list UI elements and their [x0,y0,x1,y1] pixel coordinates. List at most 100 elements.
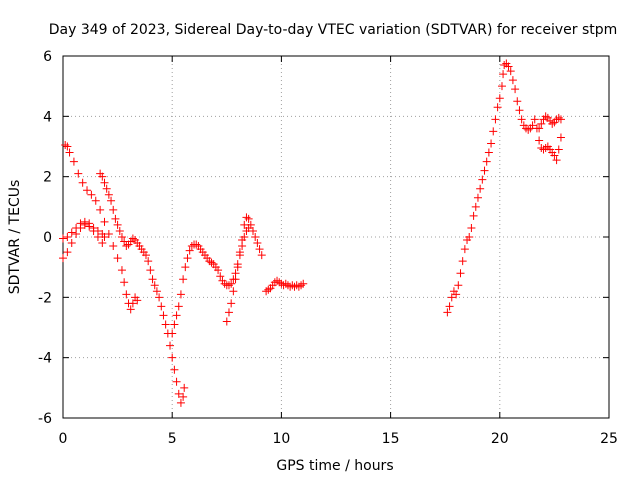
data-point [240,233,249,241]
data-point [176,398,185,407]
data-point [443,308,452,317]
y-tick-label: -2 [38,290,52,306]
data-point [491,115,500,124]
data-point [179,275,188,284]
x-tick-label: 0 [59,431,68,447]
data-point [113,220,122,229]
data-point [148,275,157,284]
data-point [264,285,273,294]
data-point [242,213,251,222]
data-point [80,217,89,226]
data-point [554,113,563,122]
data-point [224,281,233,290]
data-point [122,242,131,251]
y-tick-label: -6 [38,411,52,427]
data-point [297,281,306,290]
data-point [78,178,87,187]
data-point [98,239,107,248]
data-point [530,115,539,124]
data-point [65,148,74,157]
data-point [170,320,179,329]
chart-title: Day 349 of 2023, Sidereal Day-to-day VTE… [49,22,618,38]
data-point [63,248,72,257]
data-point [227,279,236,288]
grid [63,56,609,418]
data-point [465,233,474,241]
data-point [487,139,496,148]
data-point [227,299,236,308]
data-point [146,266,155,275]
data-point [102,184,111,193]
data-point [244,214,253,223]
data-point [471,202,480,211]
y-tick-label: 0 [43,230,52,246]
data-point [161,320,170,329]
data-point [141,251,150,260]
data-point [552,156,561,165]
data-point [179,392,188,401]
data-point [176,290,185,299]
data-point [238,242,247,251]
data-point [172,377,181,386]
data-point [117,266,126,275]
data-point [251,233,260,241]
data-point [192,240,201,249]
data-point [172,311,181,320]
data-point [61,140,70,149]
data-point [535,124,544,133]
data-point [107,196,116,205]
data-point [128,299,137,308]
data-point [513,97,522,106]
data-point [183,254,192,263]
data-point [152,287,161,296]
data-point [556,115,565,124]
data-point [170,365,179,374]
data-point [550,151,559,160]
data-point [63,233,72,241]
data-point [59,234,67,243]
x-axis-label: GPS time / hours [276,458,393,474]
data-point [467,223,476,232]
data-point [495,94,504,103]
data-point [76,219,85,228]
data-point [174,389,183,398]
data-point [168,329,177,338]
data-point [207,258,216,267]
data-point [122,290,131,299]
data-point [155,293,164,302]
data-point [469,211,478,220]
data-point [535,136,544,145]
data-point [168,353,177,362]
data-point [115,226,124,235]
data-point [484,148,493,157]
data-point [231,275,240,284]
data-point [117,233,126,241]
data-point [255,245,264,254]
data-point [126,305,135,314]
data-point [447,293,456,302]
data-point [473,193,482,202]
data-point [83,186,92,195]
data-point [166,341,175,350]
data-point [104,190,113,199]
data-point [541,144,550,153]
data-point [89,223,98,232]
data-point [504,62,513,71]
data-point [493,103,502,112]
data-point [244,223,253,232]
data-point [111,214,120,223]
data-point [452,290,461,299]
data-point [87,190,96,199]
x-tick-label: 15 [382,431,400,447]
data-point [214,266,223,275]
data-point [235,251,244,260]
data-point [511,85,520,94]
data-point [489,127,498,136]
data-points [59,59,565,407]
data-point [100,233,109,241]
data-point [257,251,266,260]
data-point [500,61,509,70]
x-tick-label: 5 [168,431,177,447]
x-tick-label: 25 [600,431,618,447]
